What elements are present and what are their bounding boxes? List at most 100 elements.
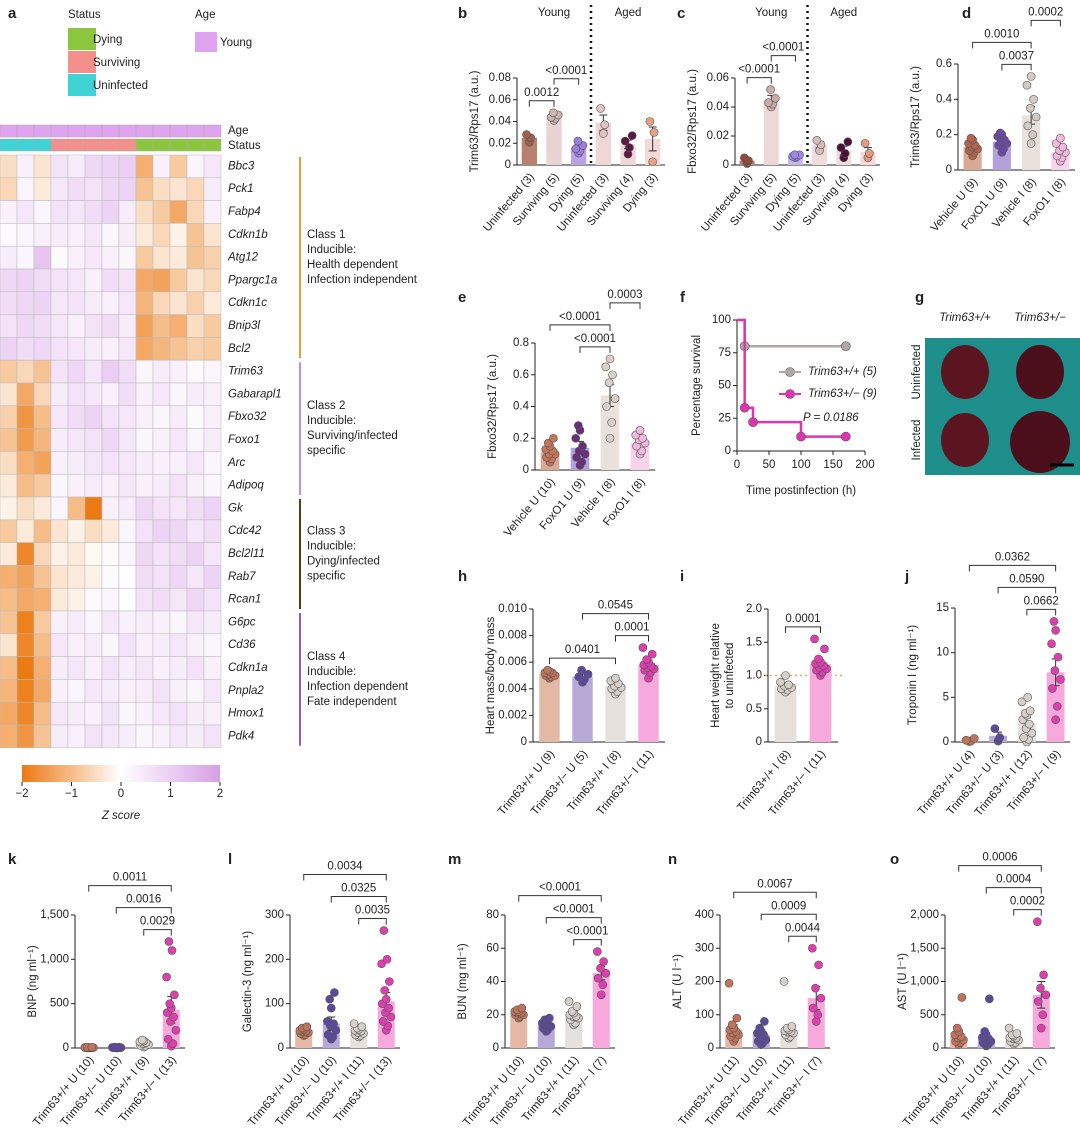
data-point: [549, 108, 558, 118]
bracket: [760, 913, 817, 921]
heatmap-cell: [16, 656, 35, 680]
heatmap-cell: [186, 314, 205, 338]
heatmap-cell: [169, 633, 188, 657]
p-value: 0.0001: [614, 622, 649, 634]
heatmap-cell: [67, 223, 86, 247]
y-tick-label: 1,500: [40, 909, 69, 921]
gene-label: Bcl2l11: [228, 548, 265, 560]
x-tick-label: 150: [823, 459, 842, 471]
legend-label: Dying: [93, 34, 122, 46]
heatmap-cell: [0, 496, 18, 521]
x-tick-label: Trim63+/+ U (9): [496, 748, 557, 818]
class-label: Class 3: [307, 526, 345, 538]
heatmap-cell: [118, 223, 137, 247]
class-label: Fate independent: [307, 696, 397, 708]
heatmap-cell: [84, 268, 103, 293]
data-point: [648, 157, 657, 167]
heatmap-cell: [152, 223, 171, 247]
heatmap-cell: [67, 633, 86, 657]
y-axis-label: ALT (U l⁻¹): [672, 954, 684, 1009]
legend-title: Age: [195, 9, 215, 21]
heatmap-cell: [0, 154, 18, 179]
heatmap-cell: [16, 405, 35, 429]
heatmap-cell: [67, 382, 86, 407]
class-label: Inducible:: [307, 541, 356, 553]
heatmap-cell: [169, 382, 188, 407]
x-axis-label: Time postinfection (h): [746, 485, 856, 497]
heatmap-cell: [33, 496, 52, 521]
heatmap-cell: [203, 154, 222, 179]
status-cell: [33, 138, 52, 152]
data-point: [810, 634, 819, 644]
data-point: [170, 990, 179, 1000]
colorbar-tick-label: −1: [65, 788, 78, 800]
heatmap-cell: [169, 587, 188, 612]
heatmap-cell: [118, 200, 137, 224]
y-axis-label: Heart weight relative: [710, 623, 722, 728]
bracket: [330, 896, 387, 903]
heatmap-cell: [118, 337, 137, 361]
heatmap-cell: [50, 405, 69, 429]
heatmap-cell: [50, 701, 69, 726]
data-point: [740, 153, 749, 163]
y-tick-label: 50: [718, 380, 731, 392]
bar: [600, 395, 620, 470]
axis: [734, 78, 880, 166]
heatmap-cell: [16, 610, 35, 635]
heatmap-cell: [203, 268, 222, 293]
y-axis-label: Percentage survival: [691, 335, 703, 436]
bar: [763, 99, 779, 165]
y-tick-label: 100: [712, 314, 731, 326]
data-point: [349, 1019, 359, 1028]
heatmap-cell: [186, 223, 205, 247]
status-cell: [135, 138, 154, 152]
panel-letter: g: [915, 289, 924, 306]
data-point: [755, 1023, 764, 1033]
y-tick-label: 100: [695, 1009, 714, 1021]
legend-label: Uninfected: [93, 80, 148, 92]
heatmap-cell: [169, 177, 188, 201]
heatmap-cell: [169, 724, 188, 749]
status-cell: [186, 138, 205, 152]
data-point: [814, 960, 823, 970]
data-point: [813, 1010, 823, 1020]
heatmap-cell: [84, 428, 103, 452]
bracket: [582, 613, 649, 620]
heatmap-cell: [84, 223, 103, 247]
y-tick-label: 10: [936, 647, 949, 659]
bar: [572, 676, 593, 742]
gene-label: Hmox1: [228, 708, 264, 720]
gene-label: Cdkn1a: [228, 662, 268, 674]
data-point: [952, 1023, 962, 1033]
heatmap-cell: [203, 451, 222, 475]
data-point: [1027, 728, 1037, 738]
heatmap-cell: [84, 610, 103, 635]
data-point: [781, 671, 790, 680]
heatmap-cell: [16, 382, 35, 407]
row-label: Age: [228, 125, 248, 137]
heatmap-cell: [135, 245, 154, 270]
survival-line: [737, 318, 846, 348]
heatmap-cell: [186, 542, 205, 566]
heatmap-cell: [16, 314, 35, 338]
heatmap-cell: [33, 451, 52, 475]
data-point: [1056, 675, 1065, 684]
heatmap-cell: [118, 382, 137, 407]
heatmap-cell: [118, 724, 137, 749]
data-point: [163, 1034, 173, 1044]
heatmap-cell: [16, 337, 35, 361]
age-cell: [84, 124, 103, 138]
data-point: [608, 370, 617, 380]
data-point: [598, 980, 608, 990]
p-value: 0.0016: [126, 894, 161, 906]
heatmap-cell: [169, 656, 188, 680]
legend-label: Trim63+/− (9): [808, 388, 877, 400]
heatmap-cell: [135, 223, 154, 247]
heatmap-cell: [152, 633, 171, 657]
data-point: [779, 977, 789, 986]
age-cell: [135, 124, 154, 138]
gene-label: Cdkn1b: [228, 229, 268, 241]
class-label: Surviving/infected: [307, 430, 398, 442]
heatmap-cell: [152, 701, 171, 726]
heatmap-cell: [33, 314, 52, 338]
